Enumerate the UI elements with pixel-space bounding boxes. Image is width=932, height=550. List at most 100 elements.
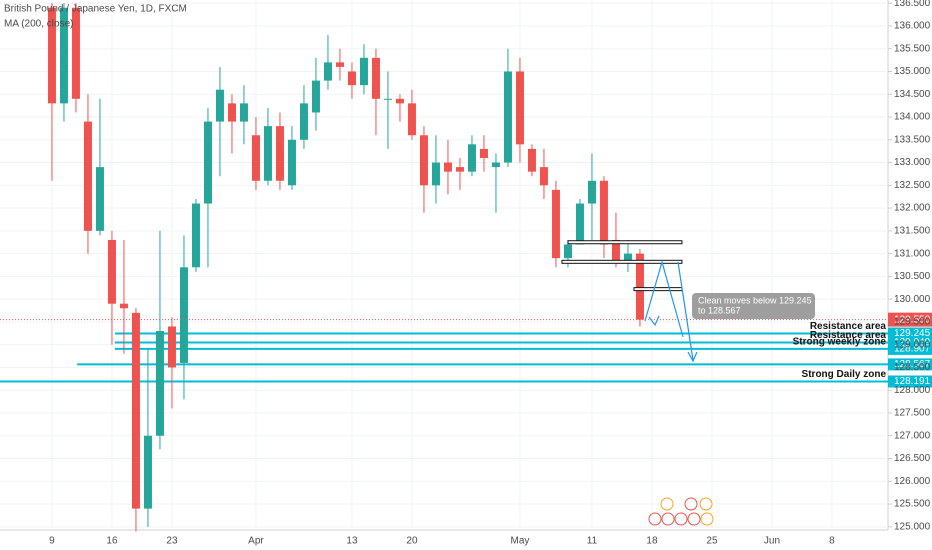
x-tick-label: Apr	[248, 536, 264, 547]
y-tick-label: 128.500	[894, 362, 931, 373]
level-tag	[888, 375, 932, 388]
candle-body	[287, 139, 296, 186]
candles	[47, 3, 644, 532]
level-label: 128.567	[894, 359, 931, 370]
candle-body	[623, 253, 632, 263]
candle-body	[515, 71, 524, 145]
last-price-label: 129.550	[894, 314, 931, 325]
candle-body	[563, 244, 572, 259]
candle-body	[59, 7, 68, 104]
y-tick-label: 126.500	[894, 453, 931, 464]
x-tick-label: 25	[706, 536, 718, 547]
event-icon	[700, 512, 714, 526]
x-tick-label: 9	[49, 536, 55, 547]
x-tick-label: May	[511, 536, 530, 547]
overlay: 129.550 129.245 Resistance area 129.049 Resi…	[0, 240, 932, 388]
level-label: 128.191	[894, 376, 931, 387]
ray	[561, 259, 683, 264]
candle-body	[587, 180, 596, 204]
y-tick-label: 134.500	[894, 89, 931, 100]
candle-body	[227, 103, 236, 122]
event-icon	[660, 497, 674, 511]
zone-label: Resistance area	[810, 321, 887, 332]
candle-body	[107, 239, 116, 304]
event-icon	[684, 497, 698, 511]
candle-body	[239, 103, 248, 122]
level-tag	[888, 342, 932, 355]
y-tick-label: 126.000	[894, 476, 931, 487]
y-tick-label: 133.500	[894, 134, 931, 145]
candle-body	[539, 167, 548, 186]
annotation-box	[692, 293, 815, 319]
candle-body	[491, 162, 500, 168]
level-label: 128.907	[894, 344, 931, 355]
y-tick-label: 128.000	[894, 385, 931, 396]
arrow-path	[677, 261, 694, 361]
y-tick-label: 132.500	[894, 180, 931, 191]
candle-body	[419, 135, 428, 186]
candle-body	[599, 180, 608, 245]
last-price-tag	[888, 312, 932, 327]
candle-body	[167, 326, 176, 368]
candle-body	[191, 203, 200, 268]
candle-body	[527, 148, 536, 172]
arrow-path	[644, 259, 684, 338]
candle-body	[215, 89, 224, 122]
candle-body	[611, 239, 620, 263]
y-tick-label: 125.000	[894, 521, 931, 532]
candle-body	[371, 57, 380, 99]
candle-body	[455, 167, 464, 172]
ray	[567, 240, 683, 245]
zone-label: Strong weekly zone	[793, 337, 887, 348]
y-tick-label: 135.500	[894, 43, 931, 54]
indicator-legend: MA (200, close)	[4, 19, 73, 30]
annotation-text: to 128.567	[698, 305, 741, 315]
candle-body	[311, 80, 320, 113]
y-tick-label: 127.000	[894, 430, 931, 441]
y-tick-label: 135.000	[894, 66, 931, 77]
candle-body	[395, 98, 404, 104]
candle-body	[443, 162, 452, 172]
candle-body	[179, 267, 188, 363]
projection-arrows	[644, 259, 698, 363]
level-tag	[888, 358, 932, 371]
x-tick-label: 11	[587, 536, 598, 547]
event-icon	[687, 512, 701, 526]
y-tick-label: 131.500	[894, 225, 931, 236]
y-tick-label: 132.000	[894, 203, 931, 214]
event-icon	[661, 512, 675, 526]
candle-body	[299, 103, 308, 140]
level-label: 129.049	[894, 337, 931, 348]
candle-body	[347, 71, 356, 86]
candle-body	[335, 62, 344, 67]
x-tick-label: 13	[346, 536, 358, 547]
y-tick-label: 129.500	[894, 317, 931, 328]
x-tick-label: 20	[406, 536, 418, 547]
candle-body	[251, 135, 260, 181]
arrow-head	[648, 315, 660, 327]
event-icon	[699, 497, 713, 511]
candle-body	[83, 121, 92, 231]
annotation-text: Clean moves below 129.245	[698, 295, 812, 305]
y-tick-label: 133.000	[894, 157, 931, 168]
y-tick-label: 127.500	[894, 408, 931, 419]
candle-body	[131, 312, 140, 509]
candle-body	[263, 126, 272, 181]
candle-body	[155, 331, 164, 436]
event-icons	[648, 497, 714, 526]
candle-body	[323, 62, 332, 81]
event-icon	[648, 512, 662, 526]
zone-label: Resistance area	[810, 330, 887, 341]
ray	[633, 287, 683, 292]
y-tick-label: 130.000	[894, 294, 931, 305]
level-label: 129.245	[894, 328, 931, 339]
x-tick-label: 23	[166, 536, 178, 547]
candle-body	[383, 98, 392, 100]
candle-body	[575, 203, 584, 245]
candle-body	[143, 435, 152, 509]
candle-body	[431, 162, 440, 186]
candle-body	[635, 253, 644, 320]
y-tick-label: 136.500	[894, 0, 931, 9]
event-icon	[674, 512, 688, 526]
